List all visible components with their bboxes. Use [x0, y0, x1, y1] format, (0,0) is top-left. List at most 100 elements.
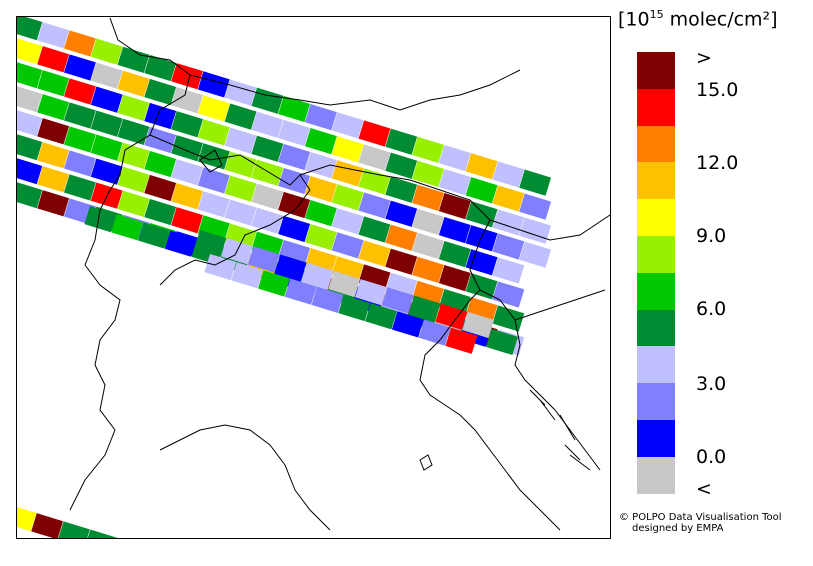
swath-pixel — [17, 110, 43, 137]
swath-pixel — [492, 281, 525, 308]
legend-title: [1015 molec/cm²] — [618, 8, 778, 30]
swath-pixel — [63, 150, 96, 177]
swath-pixel — [331, 112, 364, 139]
swath-pixel — [278, 143, 311, 171]
legend-swatch — [637, 420, 675, 457]
swath-pixel — [224, 175, 257, 202]
swath-pixel — [304, 104, 337, 131]
credit-line-2: designed by EMPA — [632, 523, 724, 534]
swath-pixel — [418, 319, 451, 346]
swath-pixel — [391, 311, 424, 338]
swath-pixel — [204, 254, 237, 281]
swath-pixel — [311, 286, 344, 313]
swath-pixel — [274, 254, 307, 281]
swath-pixel — [17, 17, 43, 41]
swath-pixel — [90, 62, 123, 89]
swath-pixel — [304, 176, 337, 203]
swath-pixel — [519, 217, 552, 244]
swath-pixel — [224, 127, 257, 154]
swath-pixel — [171, 183, 203, 210]
swath-pixel — [486, 328, 518, 356]
swath-pixel — [165, 554, 197, 566]
swath-pixel — [247, 246, 280, 273]
swath-pixel — [17, 38, 43, 65]
country-borders — [69, 17, 611, 531]
swath-pixel — [171, 63, 203, 90]
legend-swatch — [637, 272, 675, 310]
swath-pixel — [358, 216, 391, 243]
legend-swatch — [637, 162, 675, 200]
swath-pixel — [412, 160, 444, 188]
swath-pixel — [304, 224, 337, 251]
swath-pixel — [251, 159, 284, 186]
swath-pixel — [224, 151, 257, 178]
legend-swatch — [637, 236, 675, 273]
swath-pixel — [171, 207, 203, 234]
legend-tick-9: 9.0 — [696, 225, 727, 247]
swath-pixel — [37, 46, 70, 73]
swath-pixel — [84, 529, 117, 538]
swath-pixel — [462, 311, 495, 339]
swath-pixel — [385, 152, 418, 179]
swath-pixel — [117, 94, 150, 121]
swath-pixel — [63, 78, 96, 105]
swath-pixel — [231, 262, 264, 289]
swath-pixel — [251, 111, 284, 138]
swath-pixel — [492, 185, 525, 212]
swath-pixel — [465, 153, 498, 180]
swath-pixel — [31, 513, 64, 538]
swath-pixel — [17, 134, 43, 161]
legend-swatch — [637, 52, 675, 89]
swath-pixel — [328, 270, 361, 298]
swath-pixel — [331, 232, 364, 259]
swath-pixel — [519, 169, 552, 196]
swath-pixel — [465, 225, 498, 252]
swath-pixel — [385, 128, 418, 155]
swath-pixel — [197, 119, 230, 146]
swath-pixel — [331, 160, 364, 187]
swath-pixel — [438, 216, 471, 244]
swath-pixel — [37, 142, 70, 169]
swath-pixel — [63, 54, 96, 81]
legend-swatch — [637, 346, 675, 384]
swath-pixel — [63, 30, 96, 57]
legend-tick-12: 12.0 — [696, 152, 739, 174]
swath-pixel — [37, 94, 70, 121]
swath-pixel — [519, 241, 552, 268]
swath-pixel — [278, 215, 311, 243]
legend-tick-15: 15.0 — [696, 79, 739, 101]
swath-pixel — [365, 303, 397, 330]
map-frame — [16, 16, 611, 539]
swath-pixel — [197, 143, 230, 170]
legend-title-unit: molec/cm² — [663, 8, 771, 31]
legend-swatch — [637, 125, 675, 163]
swath-pixel — [63, 174, 96, 201]
swath-pixel — [37, 70, 70, 97]
coastline-islands — [529, 389, 591, 471]
swath-pixel — [171, 87, 203, 114]
border-switzerland-italy — [149, 134, 311, 286]
swath-pixel — [381, 287, 414, 314]
border-germany-austria — [189, 69, 521, 111]
swath-pixel — [117, 70, 150, 97]
swath-pixel — [358, 192, 391, 219]
swath-pixel — [358, 240, 391, 267]
swath-pixel — [90, 110, 123, 137]
legend-swatch — [637, 309, 675, 347]
swath-pixel — [304, 128, 337, 155]
swath-pixel — [37, 118, 70, 145]
satellite-swath-pixels — [17, 17, 552, 566]
swath-pixel — [117, 190, 150, 217]
swath-pixel — [137, 222, 170, 249]
swath-pixel — [111, 537, 144, 538]
swath-pixel — [63, 102, 96, 129]
swath-pixel — [17, 505, 37, 532]
swath-pixel — [438, 168, 471, 196]
swath-pixel — [412, 232, 444, 260]
swath-pixel — [197, 95, 230, 122]
swath-pixel — [144, 198, 177, 226]
swath-pixel — [465, 273, 498, 300]
swath-pixel — [17, 62, 43, 89]
border-austria-italy — [299, 164, 491, 291]
